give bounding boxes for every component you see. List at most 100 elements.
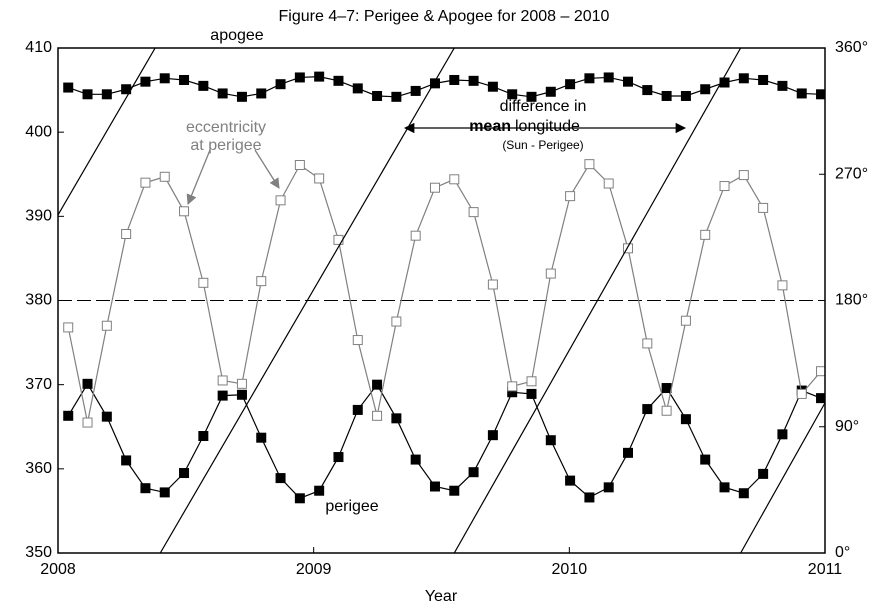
marker [140,76,151,87]
marker [526,388,537,399]
marker [198,431,209,442]
x-tick-label: 2009 [296,561,332,578]
plot-area [58,48,825,553]
marker [314,173,325,184]
marker [140,483,151,494]
x-tick-label: 2008 [40,561,76,578]
marker [526,376,537,387]
y-tick-label: 370 [25,376,52,393]
marker [352,83,363,94]
marker [217,390,228,401]
series-label: apogee [210,27,263,44]
marker [661,90,672,101]
marker [758,468,769,479]
marker [545,435,556,446]
y-tick-label: 350 [25,544,52,561]
x-tick-label: 2011 [808,561,843,578]
marker [584,159,595,170]
marker [449,485,460,496]
marker [333,452,344,463]
annotation: eccentricity [186,119,266,136]
marker [719,482,730,493]
marker [680,315,691,326]
marker [700,84,711,95]
marker [623,243,634,254]
y-tick-label: 360 [25,460,52,477]
marker [758,74,769,85]
y2-tick-label: 180° [835,292,868,309]
marker [719,181,730,192]
marker [410,454,421,465]
marker [63,82,74,93]
y-tick-label: 390 [25,208,52,225]
marker [777,429,788,440]
x-axis-label: Year [425,588,458,605]
marker [236,389,247,400]
annotation: longitude [515,118,580,135]
marker [642,85,653,96]
y-tick-label: 410 [25,39,52,56]
marker [584,492,595,503]
marker [198,80,209,91]
marker [63,322,74,333]
marker [603,178,614,189]
series-line [58,48,156,216]
marker [584,73,595,84]
marker [63,410,74,421]
series-line [740,402,825,553]
marker [429,182,440,193]
marker [468,75,479,86]
y-tick-label: 380 [25,292,52,309]
marker [758,202,769,213]
marker [372,379,383,390]
marker [507,381,518,392]
marker [623,76,634,87]
y2-tick-label: 0° [835,544,850,561]
marker [507,89,518,100]
marker [623,447,634,458]
marker [159,171,170,182]
marker [179,468,190,479]
marker [487,81,498,92]
marker [391,91,402,102]
marker [256,88,267,99]
marker [468,467,479,478]
series-line [68,76,822,98]
chart-title: Figure 4–7: Perigee & Apogee for 2008 – … [279,8,610,25]
marker [816,366,825,377]
marker [217,375,228,386]
marker [661,383,672,394]
marker [256,276,267,287]
marker [236,378,247,389]
marker [101,411,112,422]
marker [565,79,576,90]
marker [179,206,190,217]
marker [236,91,247,102]
marker [391,316,402,327]
marker [372,90,383,101]
marker [410,230,421,241]
annotation: mean [469,118,511,135]
y2-tick-label: 360° [835,39,868,56]
marker [121,455,132,466]
marker [275,79,286,90]
marker [796,388,807,399]
marker [217,88,228,99]
marker [487,430,498,441]
marker [352,335,363,346]
marker [468,207,479,218]
marker [314,485,325,496]
marker [294,72,305,83]
marker [275,195,286,206]
series-line [453,48,742,553]
marker [565,475,576,486]
annotation: (Sun - Perigee) [502,138,583,152]
annotation-arrow [186,149,211,205]
marker [642,404,653,415]
marker [101,320,112,331]
marker [738,73,749,84]
marker [449,174,460,185]
annotation-arrow [254,149,280,189]
marker [545,268,556,279]
marker [256,432,267,443]
